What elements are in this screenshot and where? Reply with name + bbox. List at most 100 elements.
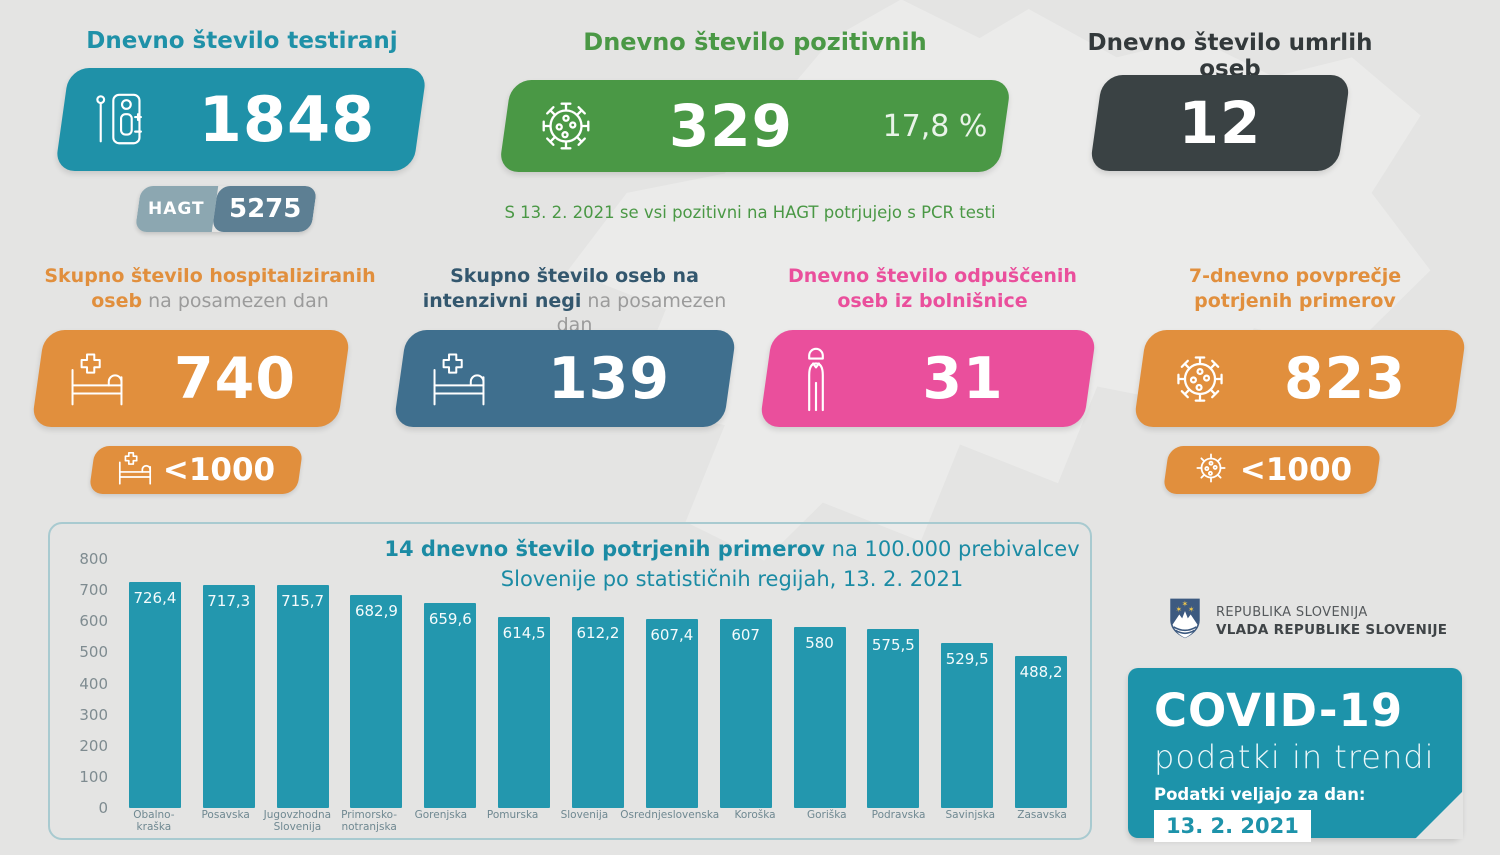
x-axis-label: Slovenija <box>560 809 609 821</box>
svg-text:✶: ✶ <box>1188 605 1195 614</box>
x-axis-label: Pomurska <box>486 809 539 821</box>
icu-title: Skupno število oseb na intenzivni negi n… <box>422 265 727 337</box>
bar-slot: 607 <box>709 559 783 808</box>
bar-slot: 575,5 <box>856 559 930 808</box>
bar-slot: 717,3 <box>192 559 266 808</box>
testing-card-title: Dnevno število testiranj <box>86 28 398 54</box>
discharged-card: 31 <box>759 330 1097 427</box>
virus-icon <box>535 95 597 157</box>
bar: 607,4 <box>645 618 698 808</box>
x-axis-label: Goriška <box>806 809 847 821</box>
y-tick-label: 0 <box>98 799 108 817</box>
hospital-bed-icon <box>68 351 126 407</box>
x-axis-label: Podravska <box>871 809 926 821</box>
avg7-threshold-badge: <1000 <box>1162 446 1382 494</box>
bar: 488,2 <box>1015 656 1068 808</box>
bar-slot: 580 <box>783 559 857 808</box>
x-axis-label: Primorsko-notranjska <box>341 809 398 834</box>
bar: 612,2 <box>571 617 624 808</box>
bar: 715,7 <box>276 585 329 808</box>
bar-value-label: 529,5 <box>945 650 989 669</box>
x-axis-label: Gorenjska <box>414 809 468 821</box>
bar-value-label: 612,2 <box>576 624 620 643</box>
bar: 529,5 <box>941 643 994 808</box>
hospitalized-value: 740 <box>174 345 296 412</box>
x-axis-label: Savinjska <box>945 809 996 821</box>
bar-value-label: 607 <box>731 626 760 645</box>
bar-slot: 612,2 <box>561 559 635 808</box>
bar: 580 <box>793 627 846 808</box>
covid-info-card: COVID-19 podatki in trendi Podatki velja… <box>1128 668 1463 842</box>
bar-slot: 607,4 <box>635 559 709 808</box>
y-tick-label: 600 <box>79 612 108 631</box>
bar-value-label: 575,5 <box>871 635 915 654</box>
bar-value-label: 607,4 <box>650 625 694 644</box>
positive-percent: 17,8 % <box>882 108 988 144</box>
x-axis-label: Zasavska <box>1017 809 1067 821</box>
discharged-value: 31 <box>922 345 1004 412</box>
bar-value-label: 726,4 <box>133 588 177 607</box>
bar-slot: 488,2 <box>1004 559 1078 808</box>
chart-plot: 726,4 717,3 715,7 682,9 659,6 614,5 612,2 607,4… <box>118 559 1078 808</box>
bar-slot: 529,5 <box>930 559 1004 808</box>
y-tick-label: 400 <box>79 674 108 693</box>
chart-title: 14 dnevno število potrjenih primerov na … <box>384 537 1080 592</box>
positive-card: 329 17,8 % <box>498 80 1012 172</box>
hagt-badge: HAGT 5275 <box>134 186 318 232</box>
icu-value: 139 <box>548 345 670 412</box>
testing-card: 1848 <box>54 68 428 171</box>
bar: 726,4 <box>128 581 181 808</box>
hospital-bed-icon <box>117 451 153 489</box>
virus-icon <box>1170 349 1230 409</box>
person-icon <box>796 344 836 414</box>
virus-icon <box>1192 449 1230 491</box>
bar-value-label: 682,9 <box>354 602 398 621</box>
hospitalized-threshold-value: <1000 <box>162 452 276 488</box>
deaths-value: 12 <box>1178 89 1262 157</box>
hagt-pcr-note: S 13. 2. 2021 se vsi pozitivni na HAGT p… <box>504 203 996 222</box>
government-logo: ✶ ✶ ✶ REPUBLIKA SLOVENIJA VLADA REPUBLIK… <box>1168 597 1447 645</box>
x-axis-label: Osrednjeslovenska <box>620 809 720 821</box>
bar-slot: 614,5 <box>487 559 561 808</box>
y-tick-label: 100 <box>79 767 108 786</box>
avg7-card: 823 <box>1133 330 1467 427</box>
hospitalized-threshold-badge: <1000 <box>88 446 304 494</box>
icu-card: 139 <box>393 330 737 427</box>
bar: 607 <box>719 619 772 808</box>
y-tick-label: 700 <box>79 581 108 600</box>
avg7-title: 7-dnevno povprečje potrjenih primerov <box>1188 265 1402 312</box>
y-tick-label: 200 <box>79 736 108 755</box>
bar-value-label: 717,3 <box>207 591 251 610</box>
bar-value-label: 488,2 <box>1019 663 1063 682</box>
y-tick-label: 500 <box>79 643 108 662</box>
bar: 575,5 <box>867 628 920 808</box>
x-axis-label: Jugovzhodna Slovenija <box>263 809 332 834</box>
covid-title: COVID-19 <box>1154 684 1404 737</box>
gov-line1: REPUBLIKA SLOVENIJA <box>1216 604 1368 620</box>
covid-date: 13. 2. 2021 <box>1154 810 1311 842</box>
avg7-value: 823 <box>1284 345 1406 412</box>
government-text: REPUBLIKA SLOVENIJA VLADA REPUBLIKE SLOV… <box>1216 605 1447 638</box>
x-axis: Obalno-kraška Posavska Jugovzhodna Sloveni… <box>118 809 1078 835</box>
positive-value: 329 <box>668 92 794 160</box>
discharged-title: Dnevno število odpuščenih oseb iz bolniš… <box>788 265 1077 312</box>
bar: 614,5 <box>498 616 551 808</box>
regions-bar-chart: 14 dnevno število potrjenih primerov na … <box>48 522 1092 840</box>
x-axis-label: Obalno-kraška <box>133 809 175 834</box>
bar-value-label: 614,5 <box>502 623 546 642</box>
covid-date-label: Podatki veljajo za dan: <box>1154 785 1366 804</box>
testing-value: 1848 <box>198 83 376 156</box>
hagt-value-segment: 5275 <box>212 186 318 232</box>
bar-value-label: 715,7 <box>281 592 325 611</box>
slovenia-coat-of-arms-icon: ✶ ✶ ✶ <box>1168 597 1202 645</box>
hagt-label-segment: HAGT <box>134 186 219 232</box>
bar-value-label: 580 <box>805 634 834 653</box>
svg-text:✶: ✶ <box>1175 605 1182 614</box>
hospitalized-title: Skupno število hospitaliziranih oseb na … <box>44 265 376 312</box>
covid-subtitle: podatki in trendi <box>1154 738 1435 776</box>
deaths-card: 12 <box>1089 75 1351 171</box>
bar: 659,6 <box>424 602 477 808</box>
gov-line2: VLADA REPUBLIKE SLOVENIJE <box>1216 621 1448 638</box>
hospitalized-card: 740 <box>31 330 351 427</box>
